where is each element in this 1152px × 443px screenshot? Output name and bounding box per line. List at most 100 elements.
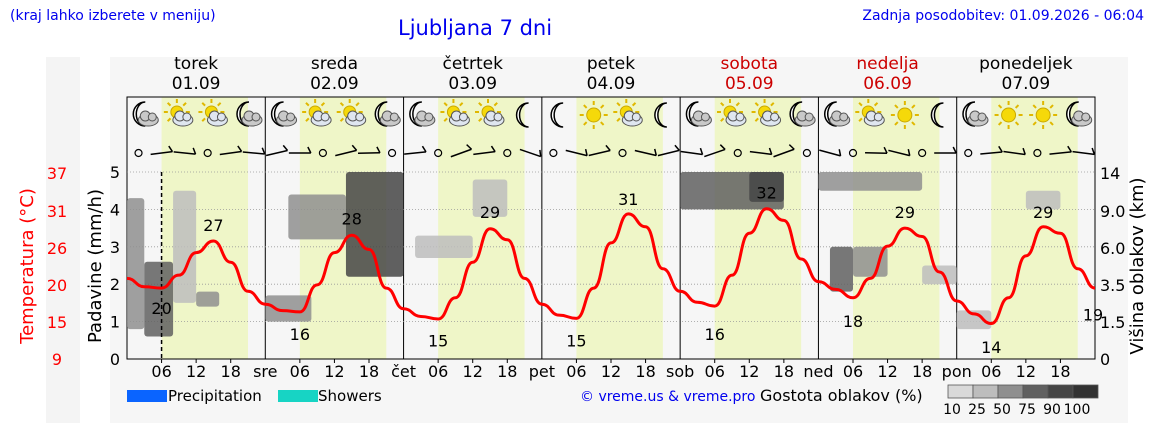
wind-barb-shaft [242,151,265,155]
x-tick-label: 06 [428,362,448,381]
cloud-density-swatch [947,384,974,399]
precip-axis-label: Padavine (mm/h) [85,189,106,343]
cloud-density-swatch [997,384,1024,399]
wind-barb-icon [173,147,197,155]
wind-barb-feather [788,144,795,150]
cloud-patch [1025,190,1061,210]
sun-ray [600,121,605,126]
cloud-patch [144,261,174,337]
wind-barb-shaft [150,150,173,156]
calm-wind-icon [434,148,443,158]
cloud-density-swatch [972,384,999,399]
cloud-patch [818,172,923,191]
sun-ray [770,102,775,107]
sun-ray [894,121,899,126]
day-name: sreda [311,54,358,74]
wind-barb-shaft [1049,151,1072,155]
sun-ray [339,102,345,107]
x-tick-label: 18 [774,362,794,381]
sun-icon [1029,101,1058,129]
sun-ray [305,117,310,122]
wind-barb-icon [150,145,174,156]
wind-barb-icon [934,146,957,154]
x-tick-label: 12 [1016,362,1036,381]
wind-barb-icon [219,145,243,156]
temperature-label: 18 [843,312,863,331]
day-date: 07.09 [1002,74,1051,94]
sun-ray [583,121,588,126]
wind-barb-icon [773,144,795,158]
sun-ray [478,117,483,122]
sun-icon [890,101,919,129]
temperature-axis-label: Temperatura (°C) [17,188,38,345]
cloud-patch [853,246,888,277]
sun-ray [443,102,448,107]
cloud-patch [415,235,473,259]
calm-wind-icon [802,148,812,158]
day-date: 03.09 [448,74,497,94]
cloud-puff [735,112,745,122]
location-hint[interactable]: (kraj lahko izberete v meniju) [10,8,216,24]
calm-wind-icon [318,148,328,158]
cloud-density-level: 25 [968,402,986,418]
wind-barb-shaft [404,151,427,155]
calm-wind-icon [1033,148,1042,158]
x-tick-label: 18 [1050,362,1070,381]
temperature-label: 28 [342,209,362,228]
temperature-tick-label: 37 [47,164,67,183]
wind-barb-feather [605,144,611,152]
wind-barb-shaft [773,148,795,158]
wind-barb-icon [749,147,773,156]
cloud-patch [173,190,197,303]
wind-barb-shaft [680,150,703,156]
cloud-density-level: 50 [993,402,1011,418]
cloud-puff [770,112,780,122]
wind-barb-shaft [519,148,541,158]
temperature-tick-label: 31 [47,202,67,221]
wind-barb-shaft [634,149,657,157]
wind-barb-shaft [265,149,288,157]
moon-icon [515,102,529,128]
moon-cloud-icon [789,101,816,127]
sun-ray [858,117,863,122]
sun-ray [355,102,360,107]
day-name: petek [587,54,635,74]
moon-cloud-icon [962,101,989,127]
wind-barb-shaft [704,148,726,158]
temperature-tick-label: 15 [47,313,67,332]
moon-shape [515,102,529,128]
cloud-puff [977,112,987,122]
wind-barb-feather [1091,147,1096,155]
temperature-label: 20 [151,299,171,318]
sun-ray [1014,121,1020,126]
precip-tick-label: 5 [110,163,120,182]
wind-barb-feather [261,147,266,155]
temperature-label: 15 [566,331,586,350]
wind-barb-shaft [657,149,680,157]
copyright-link[interactable]: © vreme.us & vreme.pro [580,389,756,405]
wind-barb-feather [351,144,358,151]
cloud-puff [424,112,434,122]
wind-barb-icon [819,149,842,157]
calm-wind-icon [549,148,558,158]
daylight-band [853,97,940,359]
wind-barb-feather [838,149,842,156]
wind-barb-icon [1003,147,1026,156]
x-tick-label: 18 [359,362,379,381]
cloud-height-tick-label: 6.0 [1100,239,1125,258]
last-updated: Zadnja posodobitev: 01.09.2026 - 06:04 [862,8,1144,24]
sun-ray [201,102,206,107]
temperature-label: 15 [428,331,448,350]
sun-ray [911,104,916,109]
sun-ray [166,117,172,122]
calm-wind-icon [918,148,927,158]
cloud-height-tick-label: 1.5 [1100,313,1125,332]
cloud-patch [196,291,220,307]
cloud-height-tick-label: 14 [1100,164,1120,183]
sun-cloud-icon [717,99,747,127]
cloud-density-swatch [1047,384,1074,399]
wind-barb-icon [288,146,312,154]
calm-wind-icon [733,148,742,158]
sun-ray [305,102,310,107]
